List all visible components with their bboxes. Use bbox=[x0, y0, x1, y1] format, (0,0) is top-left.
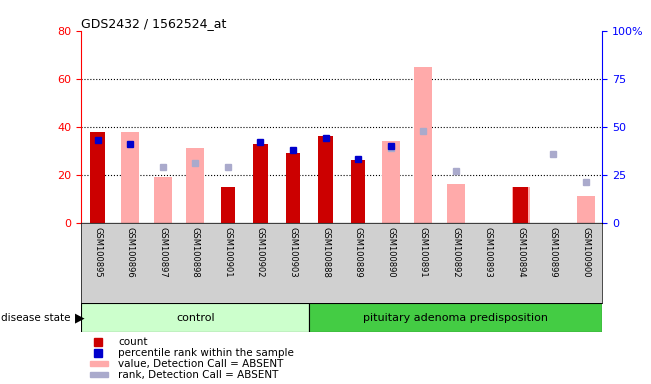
Text: percentile rank within the sample: percentile rank within the sample bbox=[118, 348, 294, 358]
Bar bbox=[318, 136, 333, 223]
Bar bbox=[90, 361, 108, 366]
Text: GDS2432 / 1562524_at: GDS2432 / 1562524_at bbox=[81, 17, 227, 30]
Bar bbox=[447, 184, 465, 223]
Text: ▶: ▶ bbox=[75, 311, 85, 324]
Text: GSM100901: GSM100901 bbox=[223, 227, 232, 277]
Bar bbox=[186, 148, 204, 223]
Bar bbox=[253, 144, 268, 223]
Bar bbox=[286, 153, 300, 223]
Bar bbox=[512, 187, 530, 223]
Text: disease state: disease state bbox=[1, 313, 71, 323]
Bar bbox=[351, 161, 365, 223]
Text: GSM100889: GSM100889 bbox=[353, 227, 363, 278]
Text: rank, Detection Call = ABSENT: rank, Detection Call = ABSENT bbox=[118, 370, 279, 380]
Bar bbox=[577, 196, 595, 223]
Text: control: control bbox=[176, 313, 215, 323]
Bar bbox=[90, 131, 105, 223]
Text: GSM100894: GSM100894 bbox=[516, 227, 525, 277]
Bar bbox=[154, 177, 172, 223]
Bar bbox=[514, 187, 528, 223]
Text: GSM100888: GSM100888 bbox=[321, 227, 330, 278]
Text: GSM100899: GSM100899 bbox=[549, 227, 558, 277]
Text: GSM100902: GSM100902 bbox=[256, 227, 265, 277]
Text: GSM100903: GSM100903 bbox=[288, 227, 298, 277]
Text: count: count bbox=[118, 336, 148, 346]
Bar bbox=[81, 303, 309, 332]
Bar bbox=[381, 141, 400, 223]
Text: GSM100892: GSM100892 bbox=[451, 227, 460, 277]
Bar bbox=[221, 187, 235, 223]
Text: GSM100898: GSM100898 bbox=[191, 227, 200, 278]
Text: GSM100896: GSM100896 bbox=[126, 227, 135, 278]
Text: GSM100893: GSM100893 bbox=[484, 227, 493, 278]
Text: GSM100900: GSM100900 bbox=[581, 227, 590, 277]
Bar bbox=[414, 67, 432, 223]
Text: value, Detection Call = ABSENT: value, Detection Call = ABSENT bbox=[118, 359, 284, 369]
Text: GSM100890: GSM100890 bbox=[386, 227, 395, 277]
Text: GSM100895: GSM100895 bbox=[93, 227, 102, 277]
Bar bbox=[90, 372, 108, 377]
Text: GSM100897: GSM100897 bbox=[158, 227, 167, 278]
Text: pituitary adenoma predisposition: pituitary adenoma predisposition bbox=[363, 313, 548, 323]
Bar bbox=[121, 131, 139, 223]
Bar bbox=[309, 303, 602, 332]
Text: GSM100891: GSM100891 bbox=[419, 227, 428, 277]
